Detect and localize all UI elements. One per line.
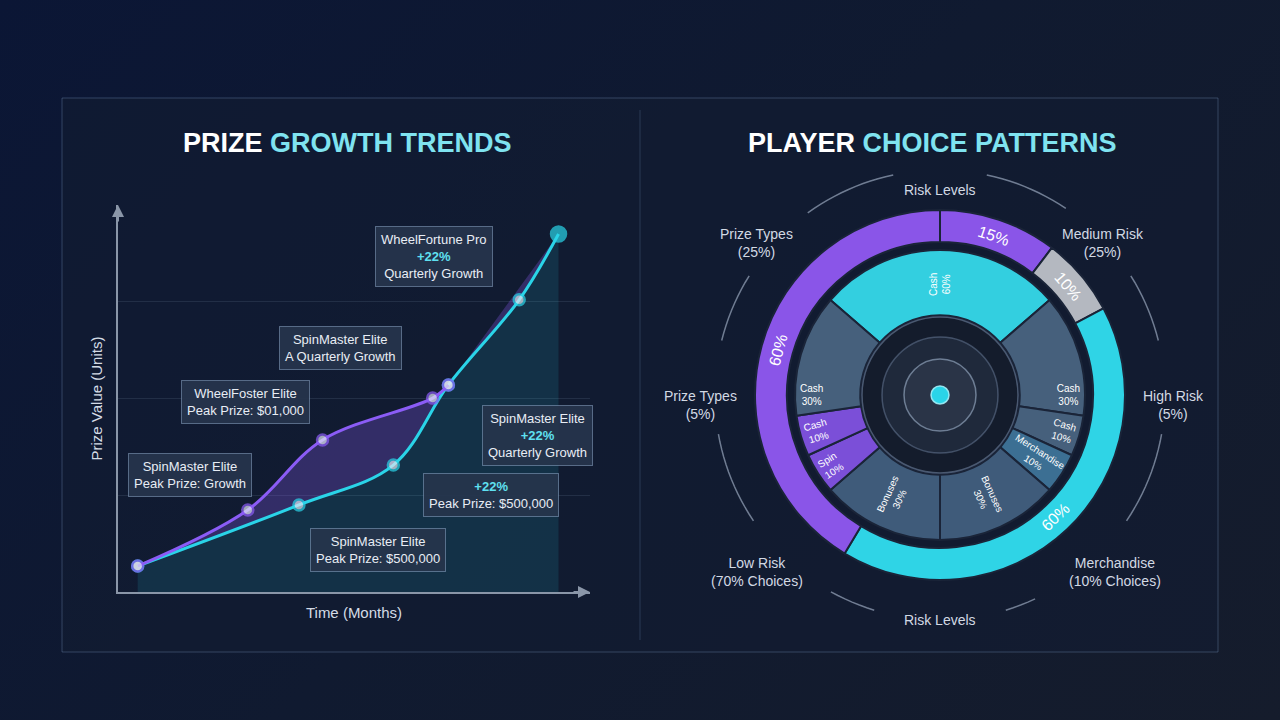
svg-text:Risk Levels: Risk Levels [904,182,976,198]
svg-text:Cash60%: Cash60% [928,273,952,296]
svg-text:Cash10%: Cash10% [1049,416,1078,446]
svg-text:Cash30%: Cash30% [800,383,823,407]
svg-text:SpinMaster ElitePeak Prize: $5: SpinMaster ElitePeak Prize: $500,000 [316,534,440,566]
svg-text:Spin10%: Spin10% [816,450,846,481]
svg-text:High Risk(5%): High Risk(5%) [1143,388,1204,422]
svg-text:Prize Value (Units): Prize Value (Units) [88,337,105,461]
svg-text:WheelFortune Pro+22%Quarterly: WheelFortune Pro+22%Quarterly Growth [381,232,487,281]
svg-text:SpinMaster EliteA Quarterly Gr: SpinMaster EliteA Quarterly Growth [285,332,396,364]
svg-text:SpinMaster ElitePeak Prize: Gr: SpinMaster ElitePeak Prize: Growth [134,459,246,491]
svg-text:10%: 10% [1051,269,1085,304]
svg-text:60%: 60% [1038,500,1073,534]
svg-text:Bonuses30%: Bonuses30% [967,474,1005,519]
svg-text:Risk Levels: Risk Levels [904,612,976,628]
svg-text:Prize Types(25%): Prize Types(25%) [720,226,793,260]
svg-text:Merchandise(10% Choices): Merchandise(10% Choices) [1069,555,1161,589]
svg-text:+22%Peak Prize: $500,000: +22%Peak Prize: $500,000 [429,479,553,511]
svg-text:60%: 60% [766,332,791,367]
svg-text:Cash30%: Cash30% [1057,383,1080,407]
svg-text:Low Risk(70% Choices): Low Risk(70% Choices) [711,555,803,589]
svg-text:Merchandise10%: Merchandise10% [1007,432,1067,483]
svg-text:Time (Months): Time (Months) [306,604,402,621]
svg-text:SpinMaster Elite+22%Quarterly: SpinMaster Elite+22%Quarterly Growth [488,411,587,460]
svg-text:15%: 15% [976,223,1012,249]
svg-text:Medium Risk(25%): Medium Risk(25%) [1062,226,1144,260]
svg-text:WheelFoster ElitePeak Prize: $: WheelFoster ElitePeak Prize: $01,000 [187,386,304,418]
svg-text:PRIZE GROWTH TRENDS: PRIZE GROWTH TRENDS [183,128,512,158]
svg-text:Prize Types(5%): Prize Types(5%) [664,388,737,422]
svg-text:PLAYER CHOICE PATTERNS: PLAYER CHOICE PATTERNS [748,128,1117,158]
svg-text:Cash10%: Cash10% [802,416,831,446]
svg-text:Bonuses30%: Bonuses30% [875,474,913,519]
